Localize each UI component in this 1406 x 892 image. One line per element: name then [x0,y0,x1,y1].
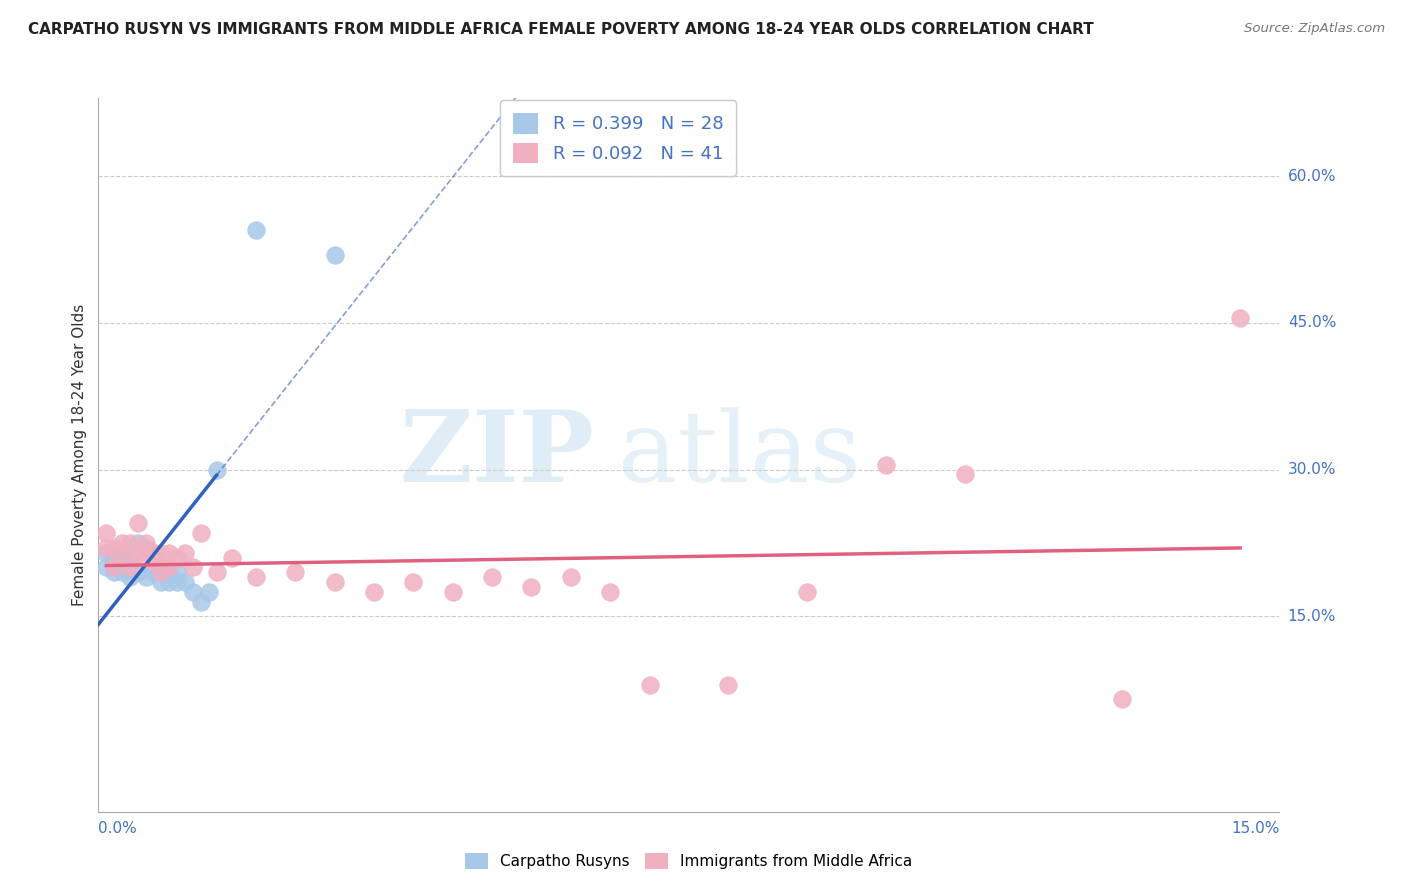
Point [96,526,118,541]
Point [796,584,818,599]
Point [142,546,165,560]
Point [111,536,134,550]
Point [157,560,180,574]
Point [150,560,173,574]
Point [142,566,165,580]
Point [118,570,141,584]
Point [118,560,141,574]
Legend: R = 0.399   N = 28, R = 0.092   N = 41: R = 0.399 N = 28, R = 0.092 N = 41 [501,100,735,176]
Point [103,541,125,555]
Point [150,574,173,589]
Point [190,594,212,608]
Point [481,570,503,584]
Point [157,546,180,560]
Point [135,550,157,565]
Point [245,570,267,584]
Point [96,546,118,560]
Point [127,536,149,550]
Point [127,566,149,580]
Point [520,580,543,594]
Point [181,584,204,599]
Point [166,566,188,580]
Point [127,546,149,560]
Text: 0.0%: 0.0% [98,822,138,837]
Point [166,574,188,589]
Point [599,584,621,599]
Point [118,550,141,565]
Text: atlas: atlas [619,407,860,503]
Point [323,247,346,261]
Text: 60.0%: 60.0% [1288,169,1336,184]
Text: CARPATHO RUSYN VS IMMIGRANTS FROM MIDDLE AFRICA FEMALE POVERTY AMONG 18-24 YEAR : CARPATHO RUSYN VS IMMIGRANTS FROM MIDDLE… [28,22,1094,37]
Point [103,566,125,580]
Point [150,546,173,560]
Point [135,541,157,555]
Point [717,678,740,692]
Point [221,550,243,565]
Point [875,458,897,472]
Point [142,546,165,560]
Text: ZIP: ZIP [399,407,595,503]
Point [205,462,228,476]
Point [142,556,165,570]
Point [111,556,134,570]
Point [103,550,125,565]
Point [118,536,141,550]
Point [166,550,188,565]
Point [1229,311,1251,326]
Point [205,566,228,580]
Point [135,570,157,584]
Point [157,566,180,580]
Text: 15.0%: 15.0% [1232,822,1279,837]
Point [1111,692,1133,706]
Point [135,536,157,550]
Text: 30.0%: 30.0% [1288,462,1336,477]
Text: 15.0%: 15.0% [1288,608,1336,624]
Point [150,566,173,580]
Y-axis label: Female Poverty Among 18-24 Year Olds: Female Poverty Among 18-24 Year Olds [72,304,87,606]
Point [363,584,385,599]
Point [402,574,425,589]
Point [111,566,134,580]
Point [181,560,204,574]
Point [560,570,582,584]
Text: 45.0%: 45.0% [1288,316,1336,330]
Point [245,223,267,237]
Point [441,584,464,599]
Point [197,584,219,599]
Point [284,566,307,580]
Point [96,541,118,555]
Point [174,574,197,589]
Point [323,574,346,589]
Point [127,516,149,531]
Point [103,560,125,574]
Point [638,678,661,692]
Point [953,467,976,482]
Point [96,560,118,574]
Point [174,546,197,560]
Text: Source: ZipAtlas.com: Source: ZipAtlas.com [1244,22,1385,36]
Point [111,546,134,560]
Point [157,574,180,589]
Point [111,550,134,565]
Point [190,526,212,541]
